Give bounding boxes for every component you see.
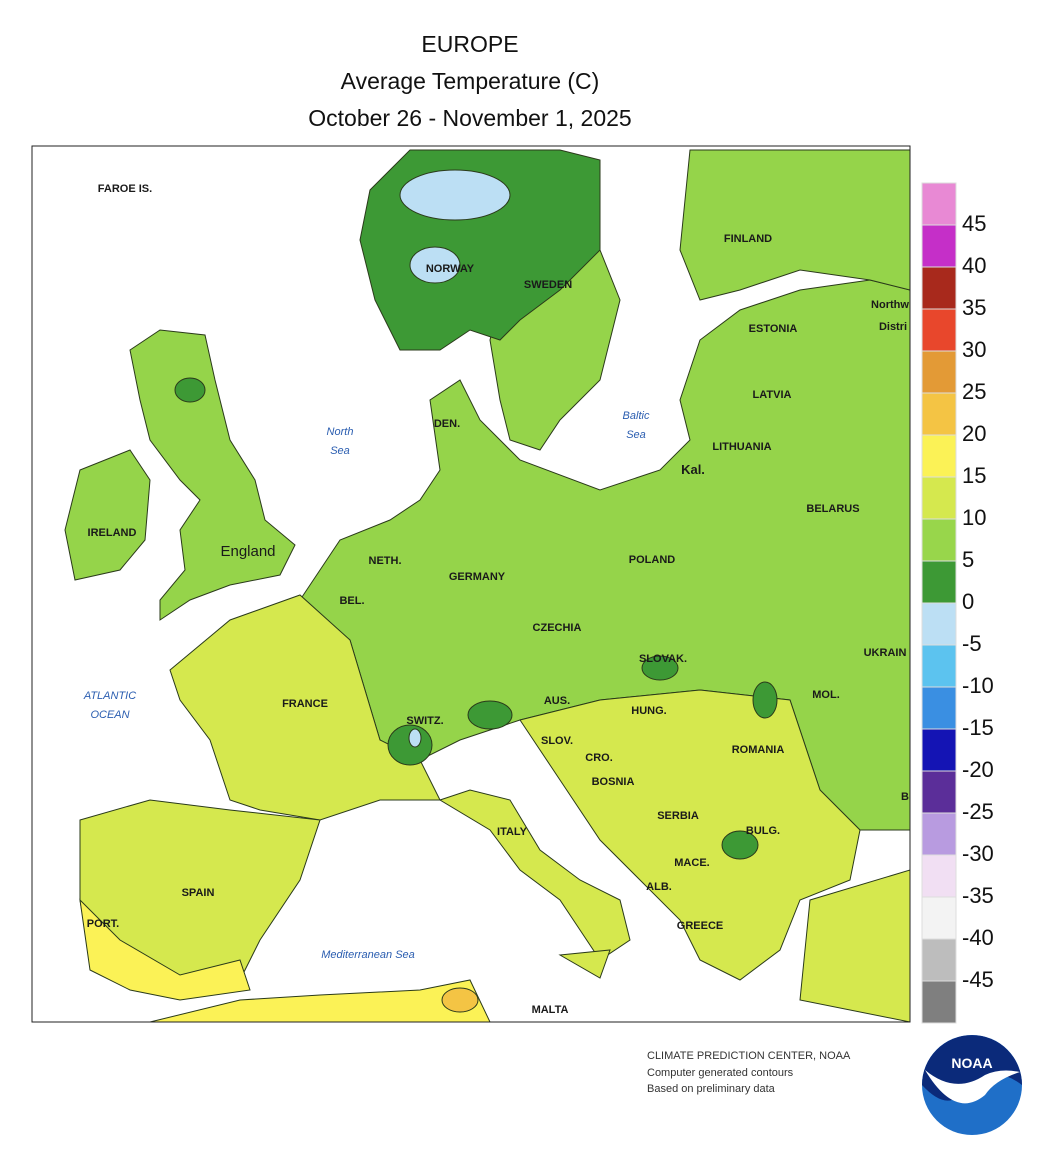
legend-tick-label: 0	[962, 589, 974, 614]
label: POLAND	[629, 554, 676, 566]
label: BOSNIA	[592, 776, 635, 788]
label: MOL.	[812, 689, 840, 701]
legend-swatch	[921, 560, 957, 604]
legend-tick-label: 20	[962, 421, 986, 446]
label: GERMANY	[449, 571, 506, 583]
legend-swatch	[921, 854, 957, 898]
label: PORT.	[87, 918, 119, 930]
label: NETH.	[369, 555, 402, 567]
logo-text: NOAA	[951, 1055, 992, 1071]
legend-swatch	[921, 266, 957, 310]
label: LATVIA	[753, 389, 792, 401]
label: SPAIN	[182, 887, 215, 899]
label: MACE.	[674, 857, 709, 869]
label: England	[220, 543, 275, 560]
label: DEN.	[434, 418, 460, 430]
legend-swatch	[921, 602, 957, 646]
noaa-logo: NOAA	[922, 1035, 1022, 1135]
legend-tick-label: -35	[962, 883, 994, 908]
map	[32, 146, 910, 1022]
label: SLOV.	[541, 735, 573, 747]
legend-swatch	[921, 350, 957, 394]
label: CRO.	[585, 752, 613, 764]
legend-tick-label: -15	[962, 715, 994, 740]
legend-tick-label: 5	[962, 547, 974, 572]
label: SWEDEN	[524, 279, 572, 291]
label: HUNG.	[631, 705, 666, 717]
sea-label: North	[327, 426, 354, 438]
legend-swatch	[921, 392, 957, 436]
legend-tick-label: -25	[962, 799, 994, 824]
label: ROMANIA	[732, 744, 785, 756]
label: NORWAY	[426, 263, 475, 275]
legend-swatch	[921, 938, 957, 982]
legend-tick-label: -10	[962, 673, 994, 698]
legend-swatch	[921, 896, 957, 940]
legend-tick-label: -5	[962, 631, 982, 656]
label: CZECHIA	[533, 622, 582, 634]
footer-line: Based on preliminary data	[647, 1083, 776, 1095]
sea-label: OCEAN	[90, 709, 129, 721]
label: BEL.	[339, 595, 364, 607]
footer-line: CLIMATE PREDICTION CENTER, NOAA	[647, 1050, 851, 1062]
legend-swatch	[921, 434, 957, 478]
legend-swatch	[921, 182, 957, 226]
legend-tick-label: 15	[962, 463, 986, 488]
legend-tick-label: 10	[962, 505, 986, 530]
legend-swatch	[921, 812, 957, 856]
sea-label: Sea	[330, 445, 350, 457]
label: GREECE	[677, 920, 723, 932]
legend: 45 40 35 30 25 20 15 10 5 0 -5 -10 -15 -20 -25 -30 -35 -4…	[921, 182, 994, 1024]
label: SLOVAK.	[639, 653, 687, 665]
legend-tick-label: 30	[962, 337, 986, 362]
label: IRELAND	[88, 527, 137, 539]
period: October 26 - November 1, 2025	[308, 105, 631, 131]
title: EUROPE	[421, 31, 518, 57]
legend-tick-label: 35	[962, 295, 986, 320]
label: ESTONIA	[749, 323, 798, 335]
legend-swatch	[921, 728, 957, 772]
subtitle: Average Temperature (C)	[341, 68, 600, 94]
label: B	[901, 791, 909, 803]
legend-tick-label: -40	[962, 925, 994, 950]
label: BELARUS	[806, 503, 859, 515]
legend-swatch	[921, 224, 957, 268]
label: Kal.	[681, 462, 705, 477]
sea-label: ATLANTIC	[83, 690, 136, 702]
label: FAROE IS.	[98, 183, 152, 195]
sea-label: Mediterranean Sea	[321, 949, 415, 961]
legend-swatch	[921, 518, 957, 562]
label: LITHUANIA	[712, 441, 771, 453]
map-labels: FAROE IS. NORWAY SWEDEN FINLAND ESTONIA …	[83, 183, 910, 1016]
legend-tick-label: -20	[962, 757, 994, 782]
legend-swatch	[921, 308, 957, 352]
legend-swatch	[921, 770, 957, 814]
sea-label: Sea	[626, 429, 646, 441]
legend-swatch	[921, 686, 957, 730]
label: SERBIA	[657, 810, 699, 822]
label: UKRAIN	[864, 647, 907, 659]
label: AUS.	[544, 695, 570, 707]
sea-label: Baltic	[623, 410, 650, 422]
legend-tick-label: 25	[962, 379, 986, 404]
legend-swatch	[921, 476, 957, 520]
label: ITALY	[497, 826, 528, 838]
legend-tick-label: 40	[962, 253, 986, 278]
label: SWITZ.	[406, 715, 443, 727]
legend-tick-label: 45	[962, 211, 986, 236]
label: Northw	[871, 299, 909, 311]
legend-tick-label: -30	[962, 841, 994, 866]
map-frame	[31, 145, 911, 1023]
legend-tick-label: -45	[962, 967, 994, 992]
footer-line: Computer generated contours	[647, 1067, 794, 1079]
label: MALTA	[532, 1004, 569, 1016]
label: Distri	[879, 321, 907, 333]
legend-swatch	[921, 644, 957, 688]
label: ALB.	[646, 881, 672, 893]
label: FINLAND	[724, 233, 772, 245]
label: BULG.	[746, 825, 780, 837]
label: FRANCE	[282, 698, 328, 710]
legend-swatch	[921, 980, 957, 1024]
